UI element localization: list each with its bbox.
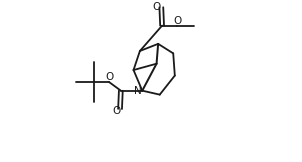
Text: O: O bbox=[112, 105, 120, 116]
Text: O: O bbox=[153, 2, 161, 12]
Text: N: N bbox=[134, 86, 142, 96]
Text: O: O bbox=[173, 16, 182, 26]
Text: O: O bbox=[105, 72, 113, 82]
